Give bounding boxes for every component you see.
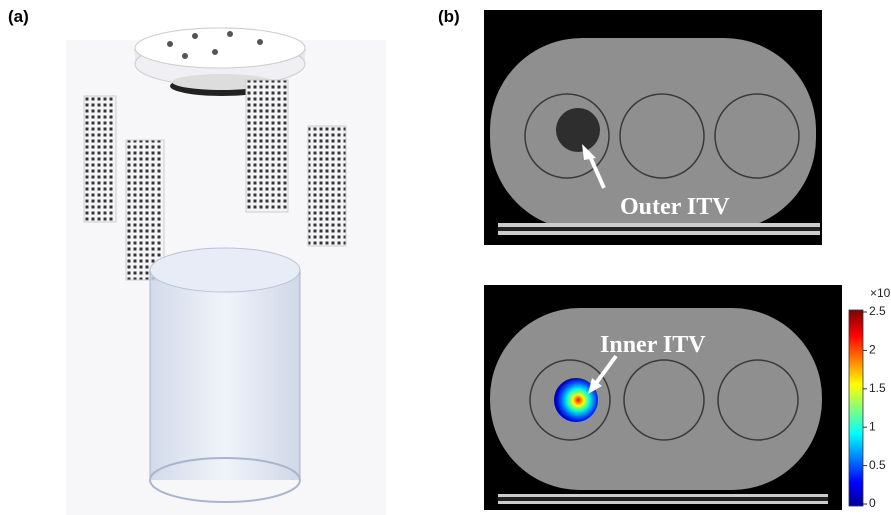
figure: (a) (b) Outer ITV bbox=[0, 0, 891, 515]
panel-label: (b) bbox=[438, 7, 460, 26]
colorbar-tick-label: 2.5 bbox=[869, 304, 886, 318]
phantom-illustration bbox=[66, 28, 386, 515]
ct-image-bottom: Inner ITV bbox=[484, 285, 842, 510]
colorbar-tick-label: 1.5 bbox=[869, 381, 886, 395]
ct-image-top: Outer ITV bbox=[484, 10, 822, 245]
colorbar-tick-label: 1 bbox=[869, 419, 876, 433]
colorbar: ×10 0 0.5 1 1.5 2 2.5 bbox=[849, 286, 891, 510]
colorbar-exponent: ×10 bbox=[870, 286, 891, 300]
colorbar-tick-label: 0 bbox=[869, 496, 876, 510]
colorbar-tick-label: 0.5 bbox=[869, 458, 886, 472]
panel-label: (a) bbox=[8, 7, 29, 26]
annotation: Outer ITV bbox=[620, 194, 730, 220]
annotation: Inner ITV bbox=[600, 332, 706, 358]
colorbar-tick-label: 2 bbox=[869, 343, 876, 357]
